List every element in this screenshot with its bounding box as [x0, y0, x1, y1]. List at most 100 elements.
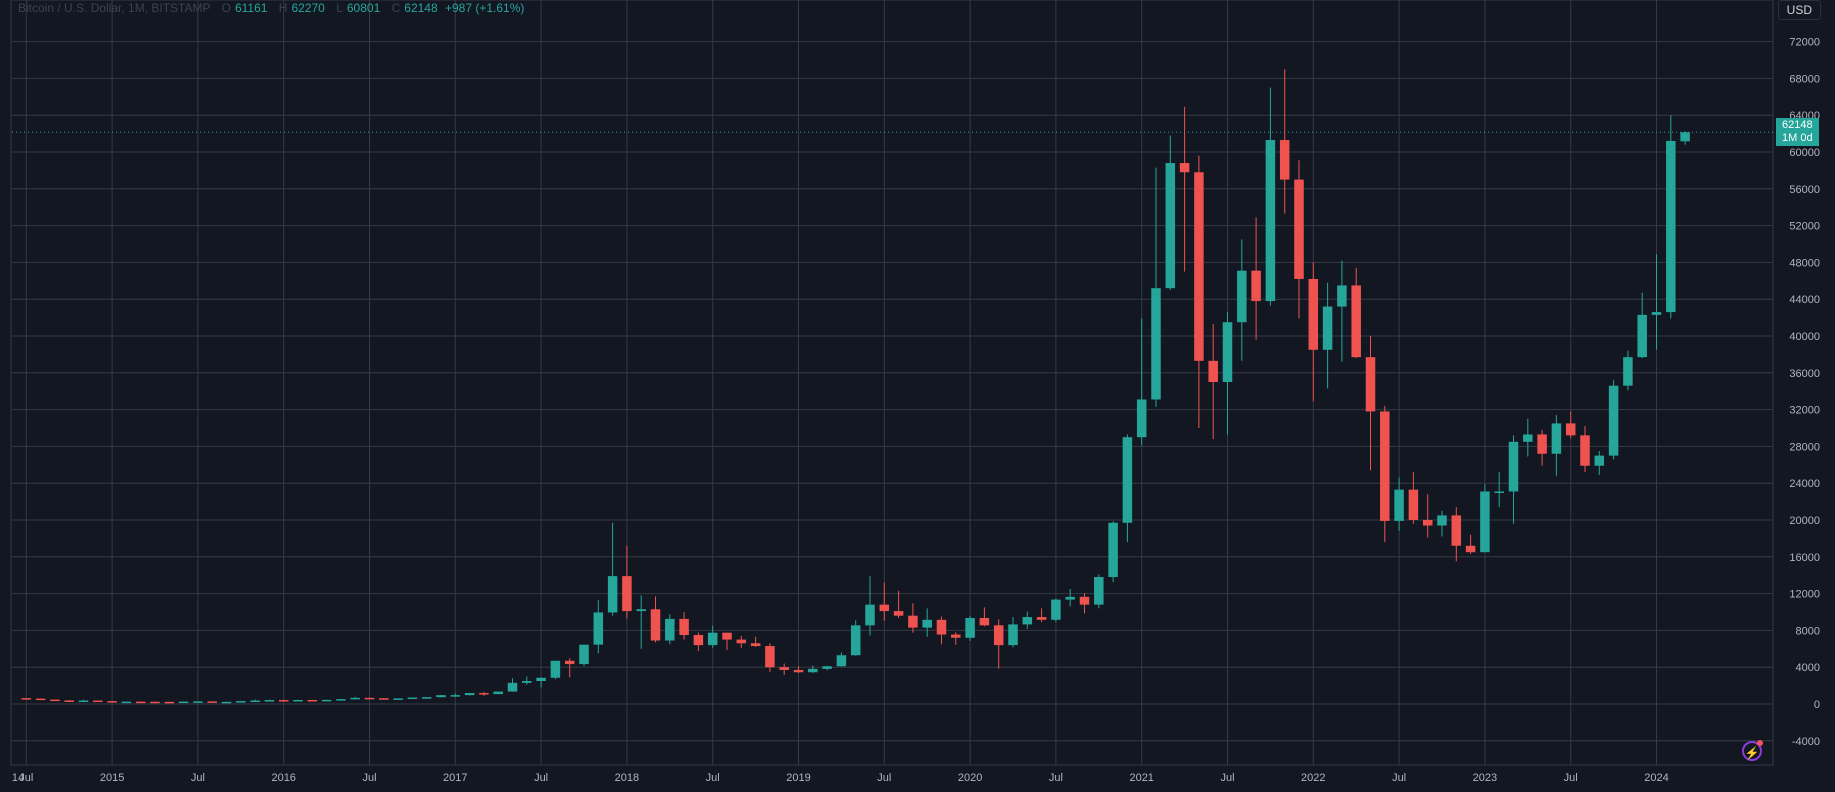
candle-body: [951, 634, 961, 638]
candle: [822, 665, 832, 671]
candle-body: [1651, 312, 1662, 315]
candle-body: [278, 700, 289, 702]
lightning-icon[interactable]: ⚡: [1742, 740, 1763, 761]
candle: [1565, 411, 1576, 439]
candle-body: [450, 695, 461, 697]
candle: [1151, 167, 1161, 407]
candle: [78, 699, 89, 703]
candle-body: [407, 697, 418, 700]
candle-body: [436, 695, 446, 698]
candle: [707, 625, 718, 648]
candle: [564, 658, 575, 678]
candle: [908, 603, 918, 633]
candle: [1508, 435, 1519, 524]
candle: [150, 701, 160, 704]
candle: [35, 698, 46, 701]
candle-body: [264, 700, 275, 702]
candle: [1537, 429, 1547, 466]
candle: [493, 691, 503, 695]
candle-body: [1337, 285, 1347, 307]
price-tick-label: 16000: [1789, 552, 1820, 564]
time-tick-label: 2017: [443, 772, 467, 784]
close-label: C: [391, 1, 401, 15]
candle-body: [1422, 520, 1433, 526]
candle-body: [979, 617, 990, 626]
candle: [21, 698, 32, 700]
candle-body: [1094, 577, 1104, 605]
candle-body: [865, 604, 875, 626]
candle-body: [808, 668, 818, 673]
candle: [364, 697, 375, 700]
candle: [536, 677, 546, 688]
price-tick-label: 60000: [1789, 147, 1820, 159]
price-tick-label: -4000: [1792, 736, 1820, 748]
candle-body: [35, 698, 46, 701]
candle-body: [1322, 306, 1333, 350]
candle-body: [1108, 522, 1118, 578]
candle-body: [21, 698, 32, 700]
candle-body: [1394, 489, 1404, 521]
candle: [936, 616, 947, 645]
candle: [1422, 494, 1433, 538]
candle-body: [622, 576, 632, 612]
candle-body: [765, 646, 775, 668]
candle: [236, 700, 246, 703]
candle: [650, 596, 661, 643]
price-axis[interactable]: -4000 0 4000 8000 12000 16000 20000 24000 28000 3…: [1789, 37, 1820, 748]
candle: [951, 632, 961, 645]
candle: [779, 663, 789, 676]
candle-body: [1480, 491, 1490, 553]
candle-body: [64, 700, 74, 702]
candle: [293, 699, 303, 702]
candle-body: [1465, 545, 1476, 553]
candle-body: [1494, 491, 1504, 493]
price-tick-label: 12000: [1789, 589, 1820, 601]
candle-body: [236, 701, 246, 703]
candle-body: [221, 701, 232, 704]
candle-body: [1165, 163, 1176, 289]
candle-body: [1380, 411, 1390, 521]
candle: [1194, 155, 1204, 428]
candle: [1365, 336, 1376, 471]
candle: [850, 620, 861, 656]
candle: [1065, 589, 1075, 607]
candle-body: [1122, 437, 1133, 523]
candle: [836, 652, 847, 667]
currency-button[interactable]: USD: [1777, 0, 1821, 20]
candle: [1580, 426, 1590, 473]
candle-body: [564, 660, 575, 665]
legend-header: Bitcoin / U.S. Dollar, 1M, BITSTAMP O 611…: [18, 1, 524, 15]
candle-body: [464, 693, 475, 696]
candle: [865, 576, 875, 636]
candle: [164, 701, 175, 704]
candle-body: [1022, 617, 1033, 625]
candle-body: [1637, 314, 1647, 358]
price-tick-label: 8000: [1796, 625, 1820, 637]
candle-body: [850, 625, 861, 656]
candle: [1122, 434, 1133, 543]
close-value: 62148: [404, 1, 438, 15]
candle: [64, 700, 74, 702]
candle: [550, 660, 561, 680]
price-tick-label: 4000: [1796, 662, 1820, 674]
candle: [665, 614, 675, 645]
candle-body: [1680, 132, 1690, 142]
candle: [1108, 521, 1118, 583]
candle: [736, 635, 747, 648]
candle: [178, 701, 189, 704]
candle: [507, 678, 518, 692]
candle: [1136, 318, 1147, 446]
candle-body: [1508, 441, 1519, 492]
candle: [1666, 115, 1676, 319]
candle: [636, 595, 646, 649]
candle: [1322, 282, 1333, 389]
candle-body: [1051, 599, 1061, 620]
candle-body: [1351, 285, 1361, 358]
candle: [593, 600, 604, 654]
candle-body: [493, 691, 503, 695]
candle-body: [893, 611, 904, 616]
candle-body: [150, 701, 160, 704]
candle-body: [836, 655, 847, 667]
